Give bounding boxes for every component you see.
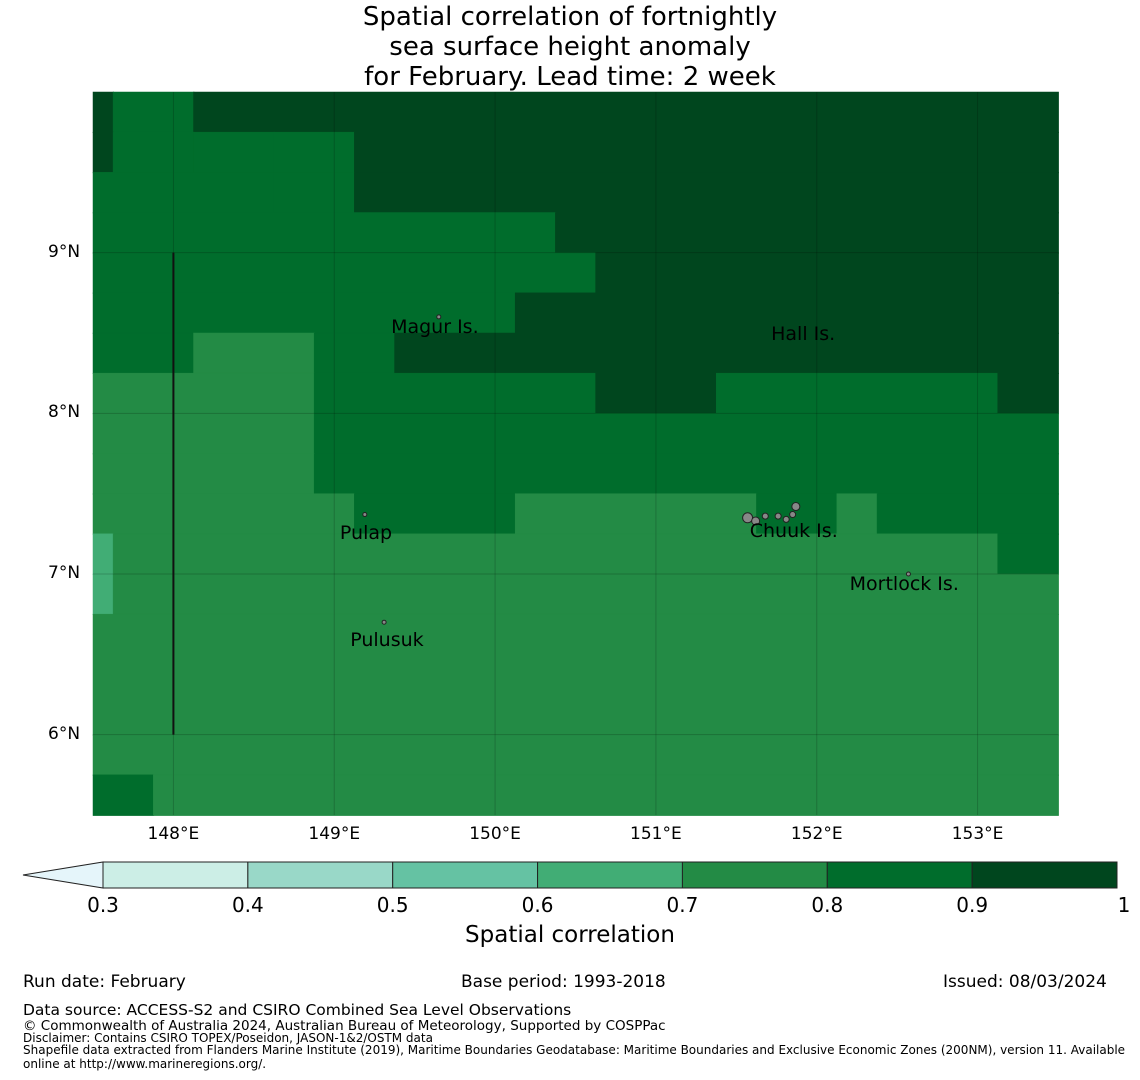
island-shape — [774, 512, 782, 520]
island-shape — [751, 516, 761, 526]
island-shapes — [362, 314, 911, 625]
colorbar-tick-label: 0.6 — [521, 893, 554, 917]
island-shape — [905, 571, 911, 577]
place-label: Hall Is. — [771, 322, 836, 345]
correlation-cell — [997, 372, 1059, 415]
correlation-cell — [92, 533, 114, 575]
shapefile-credit-1: Shapefile data extracted from Flanders M… — [23, 1043, 1126, 1057]
colorbar-tick-label: 0.3 — [87, 893, 119, 917]
island-shape — [381, 619, 387, 625]
correlation-cell — [313, 372, 597, 415]
island-shape — [761, 512, 769, 520]
correlation-cell — [92, 91, 114, 134]
place-label: Mortlock Is. — [849, 573, 959, 596]
correlation-cell — [313, 332, 396, 375]
island-shape — [782, 515, 790, 523]
disclaimer: Disclaimer: Contains CSIRO TOPEX/Poseido… — [23, 1031, 433, 1045]
correlation-cell — [193, 131, 275, 174]
colorbar-tick-label: 0.9 — [956, 893, 989, 917]
title-line-3: for February. Lead time: 2 week — [364, 62, 776, 92]
correlation-cell — [153, 774, 1059, 816]
data-source: Data source: ACCESS-S2 and CSIRO Combine… — [23, 1001, 572, 1019]
place-label: Chuuk Is. — [749, 520, 838, 543]
correlation-cell — [92, 131, 114, 174]
longitude-label: 151°E — [630, 824, 682, 844]
correlation-cell — [273, 131, 356, 174]
correlation-cell — [92, 252, 597, 294]
island-shape — [789, 511, 797, 519]
correlation-cell — [876, 493, 1059, 535]
correlation-cell — [112, 573, 1059, 616]
longitude-label: 152°E — [790, 824, 843, 844]
colorbar-tick-label: 0.4 — [231, 893, 264, 917]
base-period: Base period: 1993-2018 — [461, 972, 666, 992]
island-shape — [436, 314, 442, 320]
copyright: © Commonwealth of Australia 2024, Austra… — [23, 1018, 666, 1034]
correlation-cell — [193, 332, 315, 375]
correlation-cell — [92, 573, 114, 616]
correlation-cell — [112, 131, 195, 174]
latitude-label: 7°N — [48, 563, 81, 583]
longitude-label: 150°E — [469, 824, 521, 844]
correlation-cell — [273, 172, 356, 214]
correlation-cell — [112, 91, 195, 134]
correlation-cell — [394, 332, 1059, 375]
correlation-cell — [92, 774, 155, 816]
correlation-cell — [92, 172, 275, 214]
correlation-cell — [92, 413, 315, 455]
colorbar-tick-label: 1 — [1117, 893, 1131, 917]
correlation-cell — [354, 172, 1059, 214]
correlation-cell — [92, 493, 356, 535]
correlation-cell — [92, 734, 1059, 776]
correlation-cell — [595, 252, 1059, 294]
correlation-cell — [92, 453, 315, 495]
correlation-cell — [354, 131, 1059, 174]
longitude-label: 148°E — [147, 824, 200, 844]
longitude-label: 153°E — [951, 824, 1004, 844]
place-label: Magur Is. — [391, 316, 479, 339]
correlation-cell — [92, 613, 1059, 736]
title-line-1: Spatial correlation of fortnightly — [362, 2, 778, 32]
shapefile-credit-2: online at http://www.marineregions.org/. — [23, 1057, 267, 1071]
correlation-cell — [313, 453, 1059, 495]
colorbar-tick-label: 0.5 — [376, 893, 409, 917]
correlation-cell — [92, 332, 195, 375]
latitude-label: 8°N — [48, 402, 81, 423]
title-line-2: sea surface height anomaly — [389, 32, 751, 62]
correlation-cell — [193, 91, 1059, 134]
run-date: Run date: February — [23, 972, 186, 992]
correlation-cells — [92, 91, 1059, 816]
place-label: Pulusuk — [350, 629, 424, 652]
correlation-cell — [997, 533, 1059, 575]
correlation-cell — [555, 212, 1059, 254]
latitude-label: 6°N — [48, 723, 81, 744]
colorbar-tick-label: 0.8 — [811, 893, 844, 917]
latitude-label: 9°N — [48, 241, 81, 262]
correlation-cell — [313, 413, 1059, 455]
place-label: Pulap — [339, 521, 393, 544]
map-title: Spatial correlation of fortnightly sea s… — [0, 2, 1140, 92]
longitude-label: 149°E — [308, 824, 361, 844]
correlation-cell — [836, 493, 878, 535]
correlation-cell — [112, 533, 999, 575]
graticule — [93, 92, 1058, 815]
island-shape — [362, 512, 368, 518]
issued-date: Issued: 08/03/2024 — [943, 972, 1107, 992]
correlation-cell — [514, 493, 758, 535]
correlation-cell — [92, 212, 557, 254]
island-shape — [791, 502, 801, 512]
correlation-cell — [92, 372, 315, 415]
colorbar-tick-label: 0.7 — [666, 893, 699, 917]
colorbar-label: Spatial correlation — [465, 922, 675, 948]
correlation-cell — [715, 372, 999, 415]
